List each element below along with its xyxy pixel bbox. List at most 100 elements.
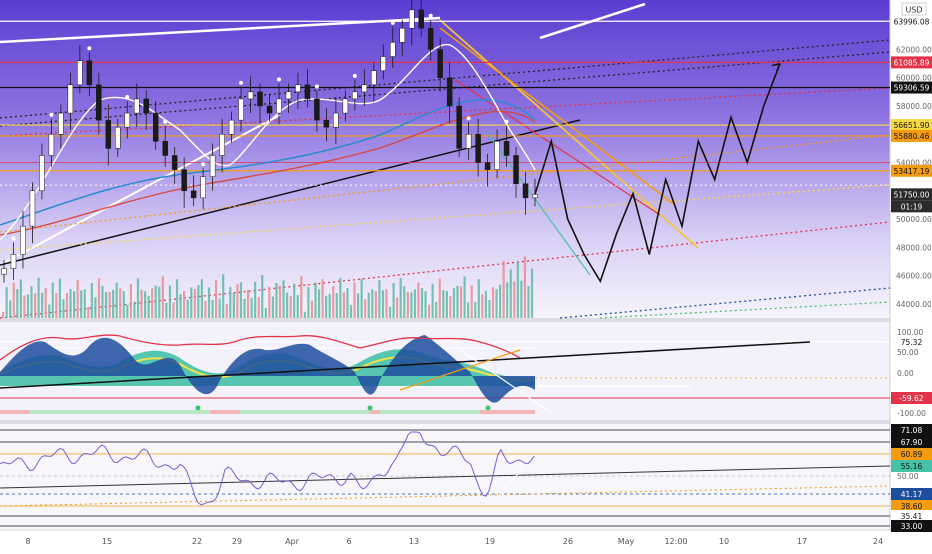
candle-body	[295, 84, 301, 93]
time-labels: 8 15 22 29 Apr 6 13 19 26 May 12:00 10 17 24	[25, 537, 883, 546]
price-tag[interactable]	[891, 81, 932, 94]
volume-bar	[431, 284, 434, 318]
time-label: 26	[563, 537, 573, 546]
red-lower-dotted-line[interactable]	[0, 221, 891, 319]
candle-body	[380, 56, 387, 71]
yellow-resistance-line[interactable]	[439, 19, 699, 249]
green-dotted-line[interactable]	[599, 301, 891, 319]
time-label: 12:00	[664, 537, 687, 546]
candle-body	[105, 119, 112, 149]
volume-bar	[424, 291, 427, 318]
price-tag[interactable]	[891, 500, 932, 512]
signal-marker	[352, 73, 357, 78]
volume-bar	[403, 286, 406, 318]
price-tag[interactable]	[891, 164, 932, 177]
oscillator-content	[0, 334, 890, 414]
projection-line[interactable]	[534, 63, 781, 284]
osc-tick-label: -100.00	[897, 409, 926, 418]
osc-black-trend-line[interactable]	[0, 341, 811, 389]
signal-marker	[428, 13, 433, 18]
red-dotted-line[interactable]	[0, 87, 891, 137]
volume-bar	[303, 311, 306, 318]
volume-bar	[87, 307, 90, 318]
price-tag[interactable]	[891, 336, 932, 348]
blue-dotted-line[interactable]	[559, 287, 891, 319]
price-tag[interactable]	[891, 56, 932, 69]
volume-bar	[12, 282, 15, 318]
price-tag[interactable]	[891, 200, 932, 213]
price-tag[interactable]	[891, 119, 932, 132]
price-tag[interactable]	[891, 510, 932, 522]
candle-body	[333, 112, 339, 128]
price-tag[interactable]	[891, 520, 932, 532]
volume-bar	[133, 301, 136, 318]
white-channel-line[interactable]	[0, 16, 441, 44]
red-descending-line[interactable]	[454, 79, 661, 216]
volume-bar	[44, 288, 47, 318]
price-candles	[1, 0, 538, 283]
volume-bar	[428, 304, 431, 318]
pane-separator[interactable]	[0, 318, 932, 322]
candle-body	[323, 119, 330, 128]
osc-tick-label: 100.00	[897, 328, 923, 337]
volume-bar	[502, 261, 505, 318]
osc-signal-dot	[195, 405, 201, 411]
orange-dotted-line[interactable]	[0, 134, 891, 233]
volume-bar	[16, 289, 19, 318]
osc-orange-trend-line[interactable]	[399, 349, 521, 391]
rsi-tick-label: 50.00	[897, 472, 919, 481]
price-tag[interactable]	[891, 392, 932, 404]
time-label: 15	[102, 537, 112, 546]
price-tag[interactable]	[891, 448, 932, 460]
price-tag[interactable]	[891, 436, 932, 448]
price-tag[interactable]	[891, 188, 932, 201]
volume-bar	[26, 294, 30, 318]
price-tag-label: 63996.08	[894, 17, 930, 26]
candle-body	[371, 70, 377, 86]
black-dotted-line[interactable]	[0, 39, 891, 119]
rsi-trend-line[interactable]	[494, 465, 526, 501]
time-scale[interactable]	[0, 530, 932, 550]
price-tag[interactable]	[891, 424, 932, 436]
candle-body	[171, 155, 178, 170]
candle-body	[342, 98, 349, 114]
candle-body	[285, 91, 292, 100]
rsi-trend-line[interactable]	[0, 465, 891, 489]
currency-label[interactable]: USD	[905, 6, 922, 15]
volume-bar	[246, 289, 250, 318]
price-tag[interactable]	[891, 15, 932, 28]
volume-bar	[55, 293, 58, 318]
volume-bar	[332, 286, 335, 318]
volume-bar	[275, 282, 278, 318]
signal-marker	[163, 119, 168, 124]
white-channel-line[interactable]	[0, 114, 281, 266]
price-tag[interactable]	[891, 488, 932, 500]
volume-bar	[456, 285, 459, 318]
volume-bar	[289, 295, 292, 318]
black-support-line[interactable]	[0, 119, 581, 266]
candle-body	[522, 183, 529, 199]
black-dotted-line[interactable]	[0, 51, 891, 127]
currency-badge[interactable]	[901, 2, 927, 16]
signal-marker	[504, 119, 509, 124]
candle-body	[484, 162, 491, 170]
pane-separator[interactable]	[0, 420, 932, 424]
orange-resistance-line[interactable]	[439, 27, 676, 206]
volume-bar	[190, 287, 193, 318]
volume-bar	[151, 288, 154, 318]
price-tick-label: 50000.00	[896, 215, 932, 224]
volume-bar	[80, 290, 83, 318]
osc-signal-strip	[380, 410, 480, 414]
price-tag[interactable]	[891, 129, 932, 142]
signal-marker	[87, 46, 92, 51]
yellow-dotted-line[interactable]	[0, 184, 891, 251]
teal-descending-line[interactable]	[484, 129, 591, 276]
candle-body	[20, 225, 26, 255]
signal-marker	[125, 95, 130, 100]
price-tag[interactable]	[891, 460, 932, 472]
time-label: 6	[346, 537, 351, 546]
rsi-trend-line[interactable]	[0, 485, 891, 507]
volume-bar	[278, 285, 282, 318]
osc-white-trend-line[interactable]	[459, 349, 551, 413]
